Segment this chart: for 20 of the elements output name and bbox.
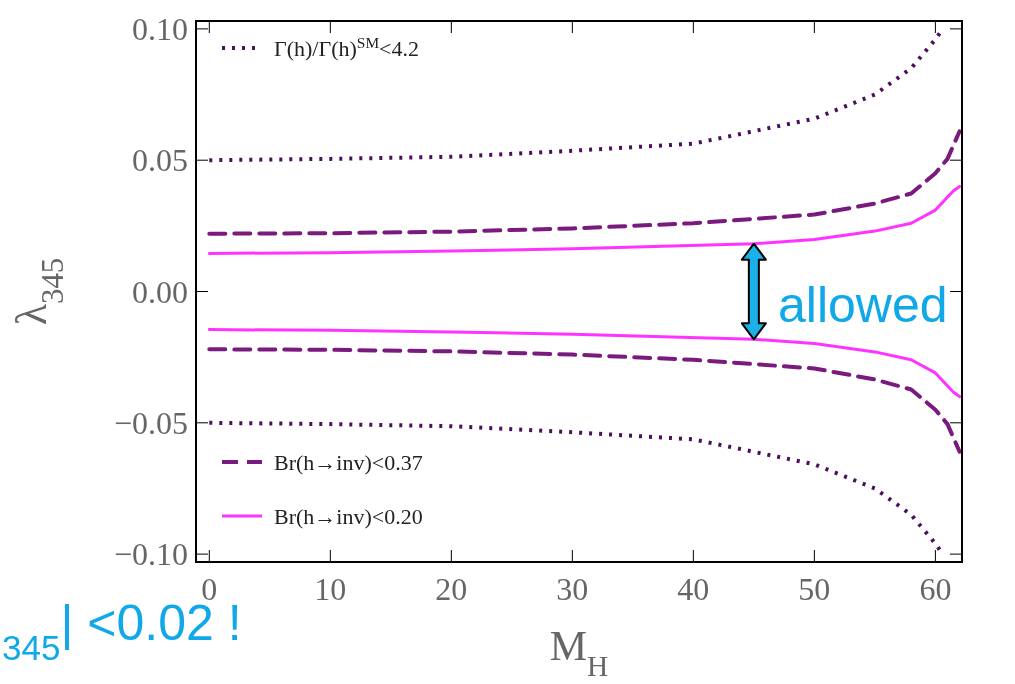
x-tick-label: 10 bbox=[314, 571, 347, 607]
x-tick-label: 60 bbox=[919, 571, 952, 607]
y-tick-label: −0.05 bbox=[113, 404, 188, 441]
y-tick-label: 0.05 bbox=[132, 142, 188, 179]
legend-label: Br(h→inv)<0.20 bbox=[274, 504, 423, 529]
line-series bbox=[207, 347, 962, 454]
line-series bbox=[207, 129, 962, 236]
line-series bbox=[207, 328, 962, 399]
y-tick-label: −0.10 bbox=[113, 536, 188, 573]
legend-label: Br(h→inv)<0.37 bbox=[274, 450, 423, 475]
line-series bbox=[207, 184, 962, 255]
x-tick-label: 20 bbox=[435, 571, 468, 607]
y-tick-label: 0.10 bbox=[132, 10, 188, 47]
x-tick-label: 40 bbox=[677, 571, 710, 607]
legend-label: Γ(h)/Γ(h)$^{SM}$<4.2 bbox=[274, 33, 420, 61]
x-axis-title: M$_{H}$ bbox=[549, 623, 609, 682]
x-tick-label: 30 bbox=[556, 571, 589, 607]
x-tick-label: 50 bbox=[798, 571, 831, 607]
annotation: allowed bbox=[778, 277, 948, 333]
y-tick-label: 0.00 bbox=[132, 273, 188, 310]
